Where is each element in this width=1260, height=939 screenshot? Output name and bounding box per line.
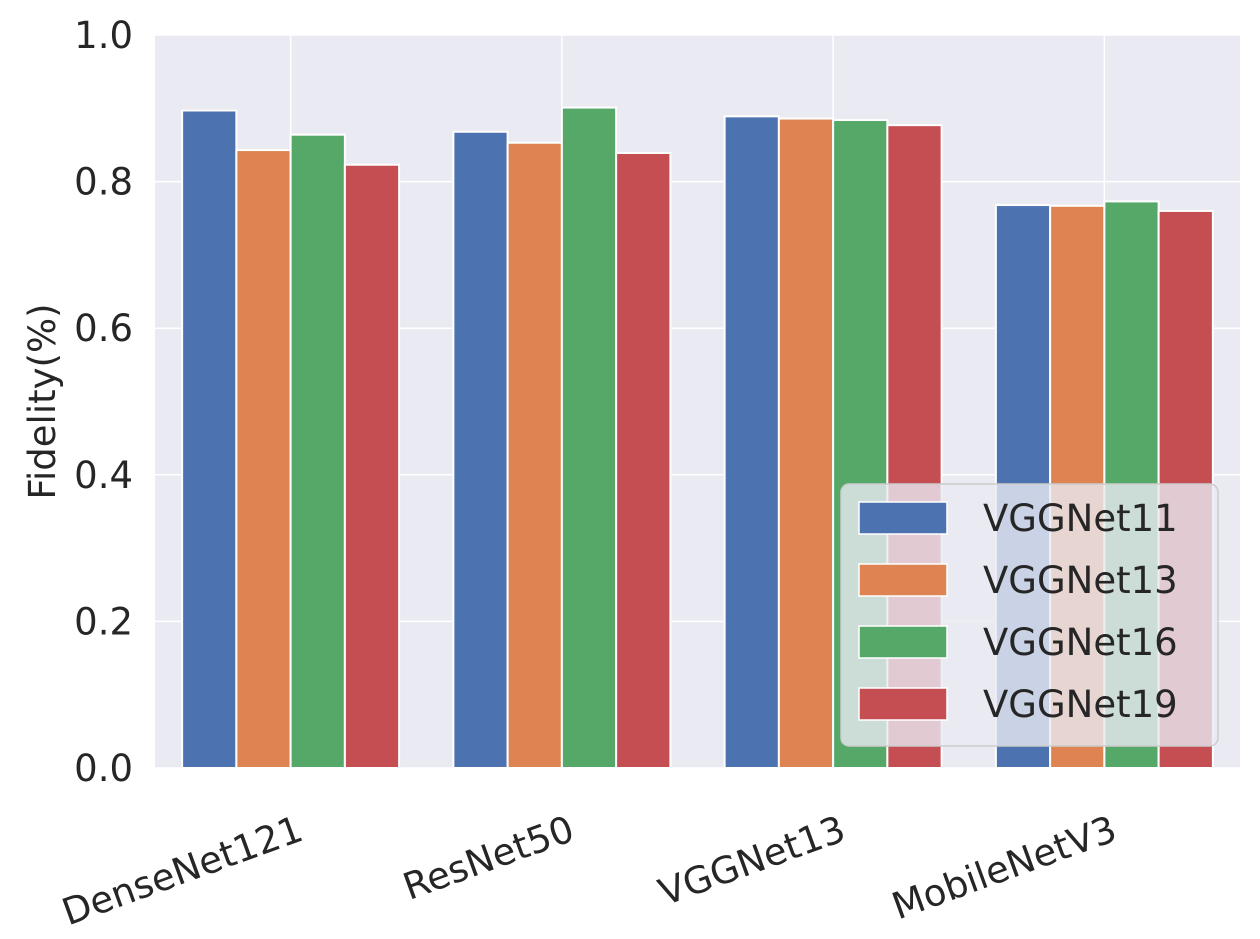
bar-vggnet11-vggnet13 [723, 115, 780, 770]
legend-swatch [858, 563, 948, 597]
y-tick-label: 0.0 [74, 747, 133, 790]
legend-label: VGGNet11 [983, 497, 1178, 540]
x-axis-ticks: DenseNet121 ResNet50 VGGNet13 MobileNetV3 [56, 807, 1122, 934]
x-tick-label: VGGNet13 [653, 807, 851, 914]
legend-swatch [858, 687, 948, 721]
x-tick-label: ResNet50 [397, 807, 579, 908]
y-tick-label: 1.0 [74, 14, 133, 57]
bar-vggnet11-densenet121 [181, 109, 238, 769]
y-tick-label: 0.6 [74, 307, 133, 350]
x-tick-label: MobileNetV3 [886, 807, 1122, 928]
y-tick-label: 0.4 [74, 454, 133, 497]
bar-vggnet13-vggnet13 [777, 117, 835, 769]
bar-vggnet16-densenet121 [289, 133, 346, 770]
bar-vggnet11-resnet50 [452, 130, 509, 770]
legend-label: VGGNet16 [983, 621, 1178, 664]
y-tick-label: 0.2 [74, 600, 133, 643]
legend: VGGNet11 VGGNet13 VGGNet16 VGGNet19 [840, 483, 1219, 747]
legend-label: VGGNet13 [983, 559, 1178, 602]
x-tick-label: DenseNet121 [56, 807, 308, 934]
bar-vggnet19-densenet121 [343, 163, 401, 769]
legend-swatch [858, 501, 948, 535]
bar-vggnet13-densenet121 [235, 149, 292, 769]
legend-swatch [858, 625, 948, 659]
legend-label: VGGNet19 [983, 683, 1178, 726]
y-axis-label: Fidelity(%) [21, 303, 64, 499]
bar-vggnet19-resnet50 [615, 152, 672, 769]
bar-vggnet13-resnet50 [506, 141, 563, 770]
bar-vggnet16-resnet50 [560, 106, 618, 769]
legend-box [840, 483, 1219, 747]
y-axis-ticks: 0.0 0.2 0.4 0.6 0.8 1.0 [74, 14, 133, 790]
y-tick-label: 0.8 [74, 161, 133, 204]
